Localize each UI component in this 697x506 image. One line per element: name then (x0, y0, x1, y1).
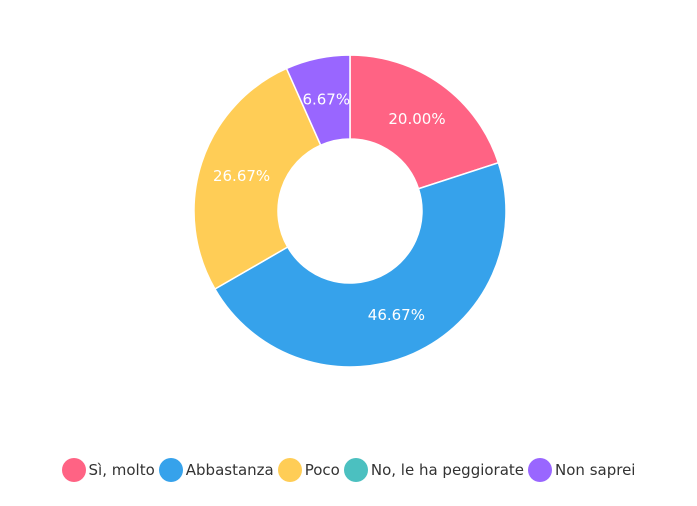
legend-label-abbastanza: Abbastanza (185, 461, 274, 479)
legend-item-no-peggiorate[interactable]: No, le ha peggiorate (343, 458, 525, 482)
legend-label-no-peggiorate: No, le ha peggiorate (370, 461, 525, 479)
legend-item-abbastanza[interactable]: Abbastanza (158, 458, 274, 482)
slice-label-abbastanza: 46.67% (368, 306, 425, 324)
legend-label-poco: Poco (304, 461, 340, 479)
legend-item-non-saprei[interactable]: Non saprei (528, 458, 635, 482)
legend-label-non-saprei: Non saprei (555, 461, 636, 479)
legend-swatch-abbastanza (158, 458, 183, 482)
slice-abbastanza[interactable] (213, 161, 507, 368)
slices-group (193, 54, 507, 368)
slice-label-poco: 26.67% (213, 167, 270, 185)
slice-labels-group: 20.00% 46.67% 26.67% 6.67% (213, 90, 446, 324)
slice-si-molto[interactable] (349, 54, 500, 190)
legend-swatch-si-molto (61, 458, 86, 482)
slice-label-non-saprei: 6.67% (302, 90, 350, 108)
legend-swatch-non-saprei (528, 458, 553, 482)
legend-item-poco[interactable]: Poco (277, 458, 340, 482)
legend: Sì, molto Abbastanza Poco No, le ha pegg… (0, 452, 697, 488)
legend-item-si-molto[interactable]: Sì, molto (61, 458, 155, 482)
slice-non-saprei[interactable] (285, 54, 351, 147)
slice-poco[interactable] (193, 67, 322, 291)
slice-label-si-molto: 20.00% (388, 110, 445, 128)
legend-swatch-no-peggiorate (343, 458, 368, 482)
legend-label-si-molto: Sì, molto (88, 461, 155, 479)
legend-swatch-poco (277, 458, 302, 482)
